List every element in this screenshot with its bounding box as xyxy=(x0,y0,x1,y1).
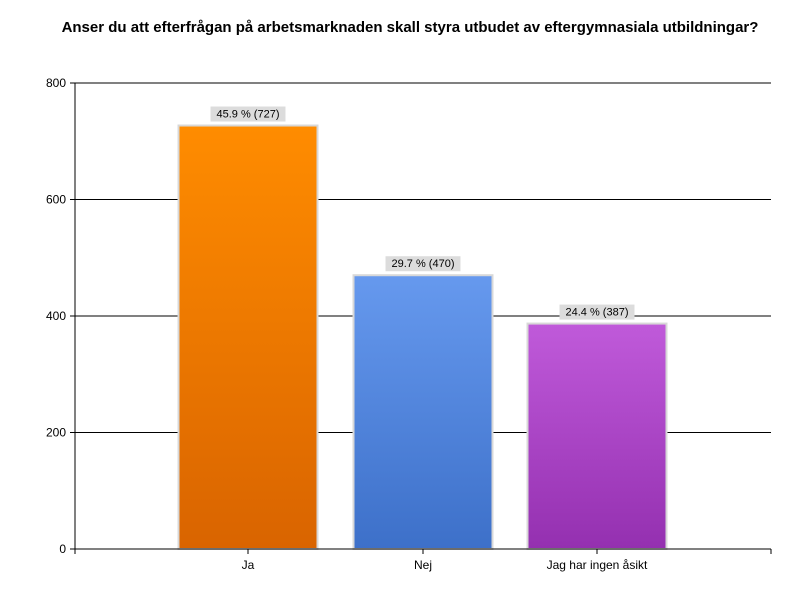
data-label-box xyxy=(385,256,461,272)
data-label: 45.9 % (727) xyxy=(217,109,280,121)
data-label-box xyxy=(210,106,286,122)
y-tick-label: 0 xyxy=(59,542,66,556)
y-tick-label: 800 xyxy=(46,76,66,90)
axes: 0 200 400 600 800 Ja Nej Jag har ingen åsikt xyxy=(46,76,772,572)
bar-1 xyxy=(177,124,319,551)
x-tick-label: Nej xyxy=(414,558,432,572)
x-tick-label: Ja xyxy=(242,558,255,572)
x-tick-label: Jag har ingen åsikt xyxy=(547,558,648,572)
y-tick-label: 200 xyxy=(46,426,66,440)
data-labels: 45.9 % (727) 29.7 % (470) 24.4 % (387) xyxy=(210,106,635,320)
bar-3 xyxy=(526,322,668,551)
chart-title: Anser du att efterfrågan på arbetsmarkna… xyxy=(61,19,759,36)
bars xyxy=(177,124,668,551)
y-tick-label: 600 xyxy=(46,193,66,207)
y-tick-label: 400 xyxy=(46,309,66,323)
bar-2 xyxy=(352,274,494,550)
data-label: 29.7 % (470) xyxy=(392,258,455,270)
data-label-box xyxy=(559,304,635,320)
data-label: 24.4 % (387) xyxy=(566,307,629,319)
